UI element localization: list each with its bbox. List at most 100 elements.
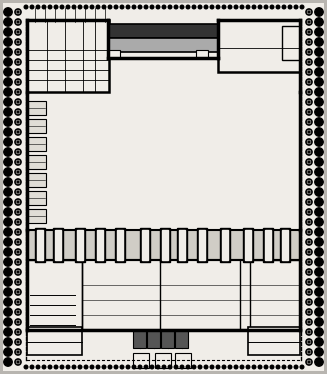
Circle shape bbox=[246, 365, 250, 369]
Circle shape bbox=[308, 81, 310, 83]
Bar bbox=[199, 230, 205, 260]
Bar bbox=[75, 228, 85, 262]
Circle shape bbox=[4, 268, 12, 276]
Bar bbox=[282, 230, 288, 260]
Circle shape bbox=[315, 338, 323, 346]
Bar bbox=[28, 101, 46, 115]
Circle shape bbox=[4, 308, 12, 316]
Circle shape bbox=[17, 211, 19, 213]
Circle shape bbox=[4, 128, 12, 136]
Circle shape bbox=[17, 341, 19, 343]
Circle shape bbox=[315, 78, 323, 86]
Circle shape bbox=[17, 101, 19, 103]
Circle shape bbox=[17, 261, 19, 263]
Bar bbox=[115, 228, 125, 262]
Circle shape bbox=[66, 365, 70, 369]
Bar bbox=[35, 228, 45, 262]
Circle shape bbox=[222, 5, 226, 9]
Circle shape bbox=[294, 5, 298, 9]
Circle shape bbox=[315, 318, 323, 326]
Circle shape bbox=[315, 28, 323, 36]
Circle shape bbox=[102, 365, 106, 369]
Circle shape bbox=[4, 258, 12, 266]
Circle shape bbox=[4, 238, 12, 246]
Circle shape bbox=[4, 178, 12, 186]
Circle shape bbox=[315, 178, 323, 186]
Circle shape bbox=[102, 5, 106, 9]
Circle shape bbox=[315, 118, 323, 126]
Circle shape bbox=[36, 365, 40, 369]
Circle shape bbox=[315, 108, 323, 116]
Circle shape bbox=[264, 5, 268, 9]
Circle shape bbox=[42, 5, 46, 9]
Circle shape bbox=[17, 181, 19, 183]
Circle shape bbox=[96, 365, 100, 369]
Circle shape bbox=[48, 365, 52, 369]
Circle shape bbox=[270, 5, 274, 9]
Bar bbox=[243, 228, 253, 262]
Circle shape bbox=[234, 5, 238, 9]
Circle shape bbox=[4, 48, 12, 56]
Circle shape bbox=[258, 365, 262, 369]
Bar bbox=[108, 50, 120, 58]
Circle shape bbox=[84, 365, 88, 369]
Circle shape bbox=[240, 5, 244, 9]
Circle shape bbox=[17, 161, 19, 163]
Circle shape bbox=[308, 91, 310, 93]
Circle shape bbox=[308, 11, 310, 13]
Circle shape bbox=[308, 191, 310, 193]
Bar bbox=[263, 228, 273, 262]
Circle shape bbox=[198, 365, 202, 369]
Circle shape bbox=[315, 98, 323, 106]
Circle shape bbox=[30, 365, 34, 369]
Circle shape bbox=[308, 101, 310, 103]
Bar bbox=[197, 228, 207, 262]
Circle shape bbox=[150, 365, 154, 369]
Circle shape bbox=[315, 8, 323, 16]
Bar bbox=[140, 228, 150, 262]
Circle shape bbox=[17, 51, 19, 53]
Bar bbox=[27, 20, 109, 92]
Circle shape bbox=[308, 311, 310, 313]
Circle shape bbox=[186, 5, 190, 9]
Circle shape bbox=[156, 365, 160, 369]
Bar bbox=[27, 260, 300, 330]
Circle shape bbox=[315, 18, 323, 26]
Circle shape bbox=[315, 48, 323, 56]
Circle shape bbox=[210, 365, 214, 369]
Circle shape bbox=[4, 288, 12, 296]
Circle shape bbox=[315, 268, 323, 276]
Circle shape bbox=[90, 5, 94, 9]
Circle shape bbox=[315, 198, 323, 206]
Bar bbox=[97, 230, 103, 260]
Circle shape bbox=[17, 141, 19, 143]
Circle shape bbox=[17, 171, 19, 173]
Circle shape bbox=[4, 38, 12, 46]
Bar bbox=[265, 230, 271, 260]
Circle shape bbox=[308, 231, 310, 233]
Circle shape bbox=[17, 111, 19, 113]
Circle shape bbox=[54, 365, 58, 369]
Bar bbox=[179, 230, 185, 260]
Bar bbox=[218, 20, 300, 72]
Circle shape bbox=[315, 328, 323, 336]
Circle shape bbox=[4, 218, 12, 226]
Bar bbox=[222, 230, 228, 260]
Circle shape bbox=[96, 5, 100, 9]
Circle shape bbox=[308, 241, 310, 243]
Bar bbox=[27, 327, 82, 355]
Bar bbox=[108, 38, 218, 52]
Circle shape bbox=[48, 5, 52, 9]
Circle shape bbox=[4, 168, 12, 176]
Bar bbox=[28, 137, 46, 151]
Circle shape bbox=[54, 5, 58, 9]
Circle shape bbox=[78, 5, 82, 9]
Circle shape bbox=[17, 131, 19, 133]
Circle shape bbox=[4, 108, 12, 116]
Circle shape bbox=[114, 5, 118, 9]
Bar bbox=[28, 119, 46, 133]
Circle shape bbox=[315, 298, 323, 306]
Circle shape bbox=[216, 5, 220, 9]
Circle shape bbox=[60, 365, 64, 369]
Circle shape bbox=[315, 168, 323, 176]
